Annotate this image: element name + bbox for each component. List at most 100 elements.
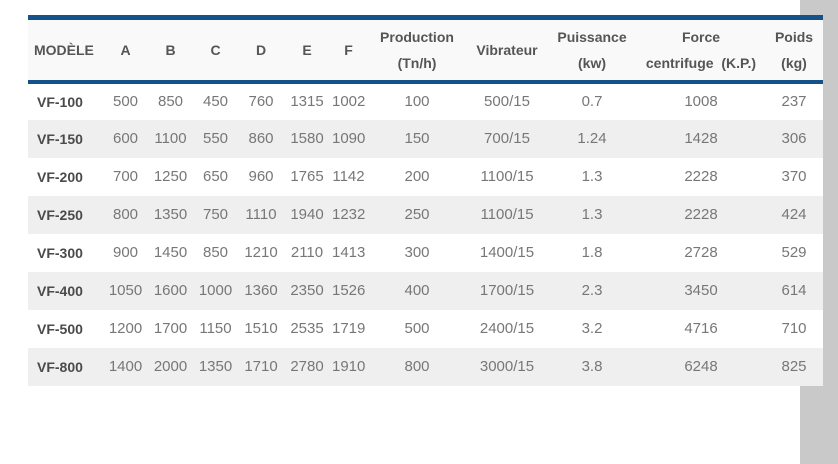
value-cell: 1.24 [577,130,607,147]
value-cell: 2400/15 [479,320,535,337]
spec-table-body: VF-100 500 850 450 760 1315 1002 100 500/15 0.7 10… [28,82,823,386]
value-cell: 614 [781,282,807,299]
value-cell: 1200 [108,320,143,337]
value-cell: 1142 [332,168,365,185]
value-cell: 200 [404,168,430,185]
model-cell: VF-100 [37,93,83,110]
column-header-line2: (kg) [781,54,807,71]
column-header-d: D [238,17,284,84]
value-cell: 370 [781,168,807,185]
value-cell: 306 [781,130,807,147]
value-cell: 1400 [108,358,143,375]
value-cell: 1450 [153,244,188,261]
value-cell: 150 [404,130,430,147]
value-cell: 500/15 [484,93,530,110]
value-cell: 1008 [684,93,718,110]
column-header-line1: Production [380,28,454,45]
value-cell: 3.8 [581,358,603,375]
table-row: VF-150 600 1100 550 860 1580 1090 150 700/15 1.24… [28,119,823,158]
column-header-line1: B [165,41,176,58]
value-cell: 1050 [108,282,143,299]
value-cell: 500 [404,320,430,337]
value-cell: 760 [248,93,274,110]
column-header-modele: MODÈLE [28,17,103,84]
model-cell: VF-250 [37,206,83,223]
column-header-poids: Poids (kg) [765,17,823,84]
value-cell: 1350 [153,206,188,223]
table-row: VF-800 1400 2000 1350 1710 2780 1910 800 3000/15… [28,347,823,386]
value-cell: 1710 [244,358,278,375]
value-cell: 850 [202,244,229,261]
value-cell: 650 [202,168,229,185]
value-cell: 1428 [684,130,718,147]
value-cell: 550 [202,130,229,147]
value-cell: 3000/15 [479,358,535,375]
model-cell: VF-300 [37,244,83,261]
value-cell: 700 [112,168,139,185]
value-cell: 1350 [198,358,233,375]
value-cell: 1100/15 [480,206,534,223]
value-cell: 2000 [153,358,188,375]
value-cell: 1700/15 [479,282,535,299]
value-cell: 450 [202,93,229,110]
table-row: VF-200 700 1250 650 960 1765 1142 200 1100/15 1.3… [28,158,823,196]
value-cell: 1150 [199,320,232,337]
value-cell: 1100/15 [480,168,534,185]
value-cell: 1315 [290,93,324,110]
column-header-line2: centrifuge (K.P.) [645,54,757,71]
value-cell: 900 [112,244,139,261]
value-cell: 800 [112,206,139,223]
column-header-e: E [284,17,330,84]
column-header-vibrateur: Vibrateur [467,17,547,84]
column-header-line1: C [210,41,221,58]
column-header-line1: E [302,41,312,58]
model-cell: VF-500 [37,320,83,337]
value-cell: 0.7 [581,93,603,110]
value-cell: 1940 [290,206,324,223]
value-cell: 800 [404,358,430,375]
value-cell: 400 [404,282,430,299]
value-cell: 1232 [332,206,366,223]
value-cell: 1413 [332,244,366,261]
value-cell: 3.2 [581,320,603,337]
value-cell: 1.8 [581,244,603,261]
value-cell: 850 [157,93,184,110]
table-row: VF-300 900 1450 850 1210 2110 1413 300 1400/15 1.… [28,234,823,272]
value-cell: 1.3 [581,206,603,223]
value-cell: 1110 [245,206,277,223]
table-row: VF-400 1050 1600 1000 1360 2350 1526 400 1700/15… [28,271,823,310]
value-cell: 1580 [290,130,324,147]
column-header-line1: Puissance [557,28,627,45]
model-cell: VF-400 [37,282,83,299]
value-cell: 1700 [153,320,188,337]
value-cell: 2350 [290,282,324,299]
value-cell: 1360 [244,282,278,299]
value-cell: 2535 [290,320,324,337]
value-cell: 1.3 [581,168,603,185]
spec-table-head: MODÈLE A B C D E F Production (Tn/h) Vibrateur Pui… [28,17,823,84]
value-cell: 100 [404,93,430,110]
value-cell: 600 [112,130,139,147]
column-header-line1: Force [681,28,721,45]
column-header-b: B [148,17,193,84]
value-cell: 1090 [332,130,366,147]
table-row: VF-500 1200 1700 1150 1510 2535 1719 500 2400/15… [28,310,823,348]
spec-table: MODÈLE A B C D E F Production (Tn/h) Vibrateur Pui… [28,15,823,386]
column-header-f: F [330,17,367,84]
value-cell: 237 [781,93,807,110]
column-header-line2: (kw) [578,54,606,71]
value-cell: 500 [112,93,139,110]
column-header-line1: D [255,41,267,58]
value-cell: 1210 [244,244,278,261]
model-cell: VF-200 [37,168,83,185]
value-cell: 4716 [684,320,718,337]
column-header-line2: (Tn/h) [397,54,437,71]
value-cell: 700/15 [484,130,530,147]
column-header-c: C [193,17,238,84]
value-cell: 1000 [198,282,233,299]
column-header-a: A [103,17,148,84]
value-cell: 2110 [290,244,324,261]
value-cell: 825 [781,358,807,375]
value-cell: 1765 [290,168,324,185]
model-cell: VF-150 [37,130,83,147]
